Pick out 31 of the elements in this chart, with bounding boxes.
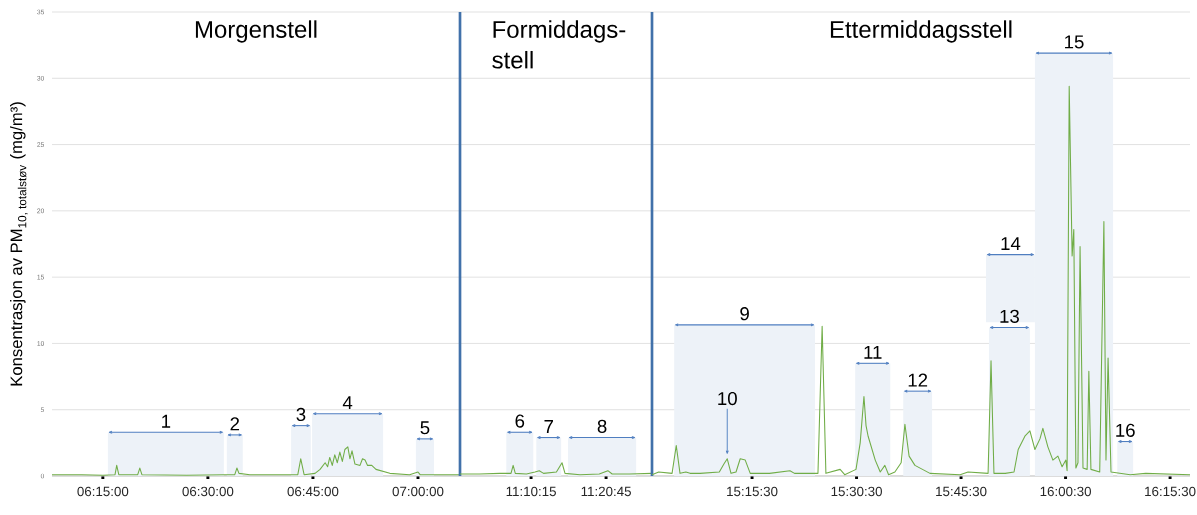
annotation: 10 [718, 391, 737, 406]
text: Formiddags- stell [492, 20, 626, 69]
x-tick-label: 11:20:45 [581, 486, 631, 497]
chart-title: Ettermiddagsstell [830, 20, 1012, 43]
band-label: 16 [1116, 423, 1135, 437]
x-tick-label: 15:30:30 [831, 486, 882, 497]
x-tick-label: 06:30:00 [182, 486, 234, 497]
band-label: 4 [342, 396, 353, 410]
chart-title: Morgenstell [195, 20, 317, 43]
band-label: 11 [864, 345, 882, 359]
x-tick-label: 15:45:30 [936, 486, 987, 497]
x-tick-label: 11:10:15 [506, 486, 556, 497]
x-tick-label: 16:00:30 [1040, 486, 1091, 497]
band-label: 6 [515, 414, 525, 428]
band-label: 14 [1001, 237, 1021, 251]
y-axis-title: $\text{Konsentrasjon av PM}_{\text{10, totalstøv}}\text{ (mg/m³)}$ [10, 102, 28, 386]
band-label: 1 [162, 414, 171, 428]
band-label: 8 [597, 419, 607, 433]
band-label: 12 [908, 373, 928, 387]
x-tick-label: 07:00:00 [392, 486, 444, 497]
band-label: 2 [230, 417, 240, 431]
x-tick-label: 06:15:00 [77, 486, 129, 497]
band-label: 5 [420, 421, 430, 435]
x-tick-label: 06:45:00 [287, 486, 339, 497]
band-label: 7 [544, 420, 553, 433]
x-tick-label: 15:15:30 [727, 486, 778, 497]
x-tick-label: 16:15:30 [1145, 486, 1196, 497]
band-label: 13 [1000, 309, 1019, 323]
band-label: 15 [1065, 35, 1084, 49]
band-label: 3 [296, 407, 306, 422]
band-label: 9 [740, 307, 749, 321]
